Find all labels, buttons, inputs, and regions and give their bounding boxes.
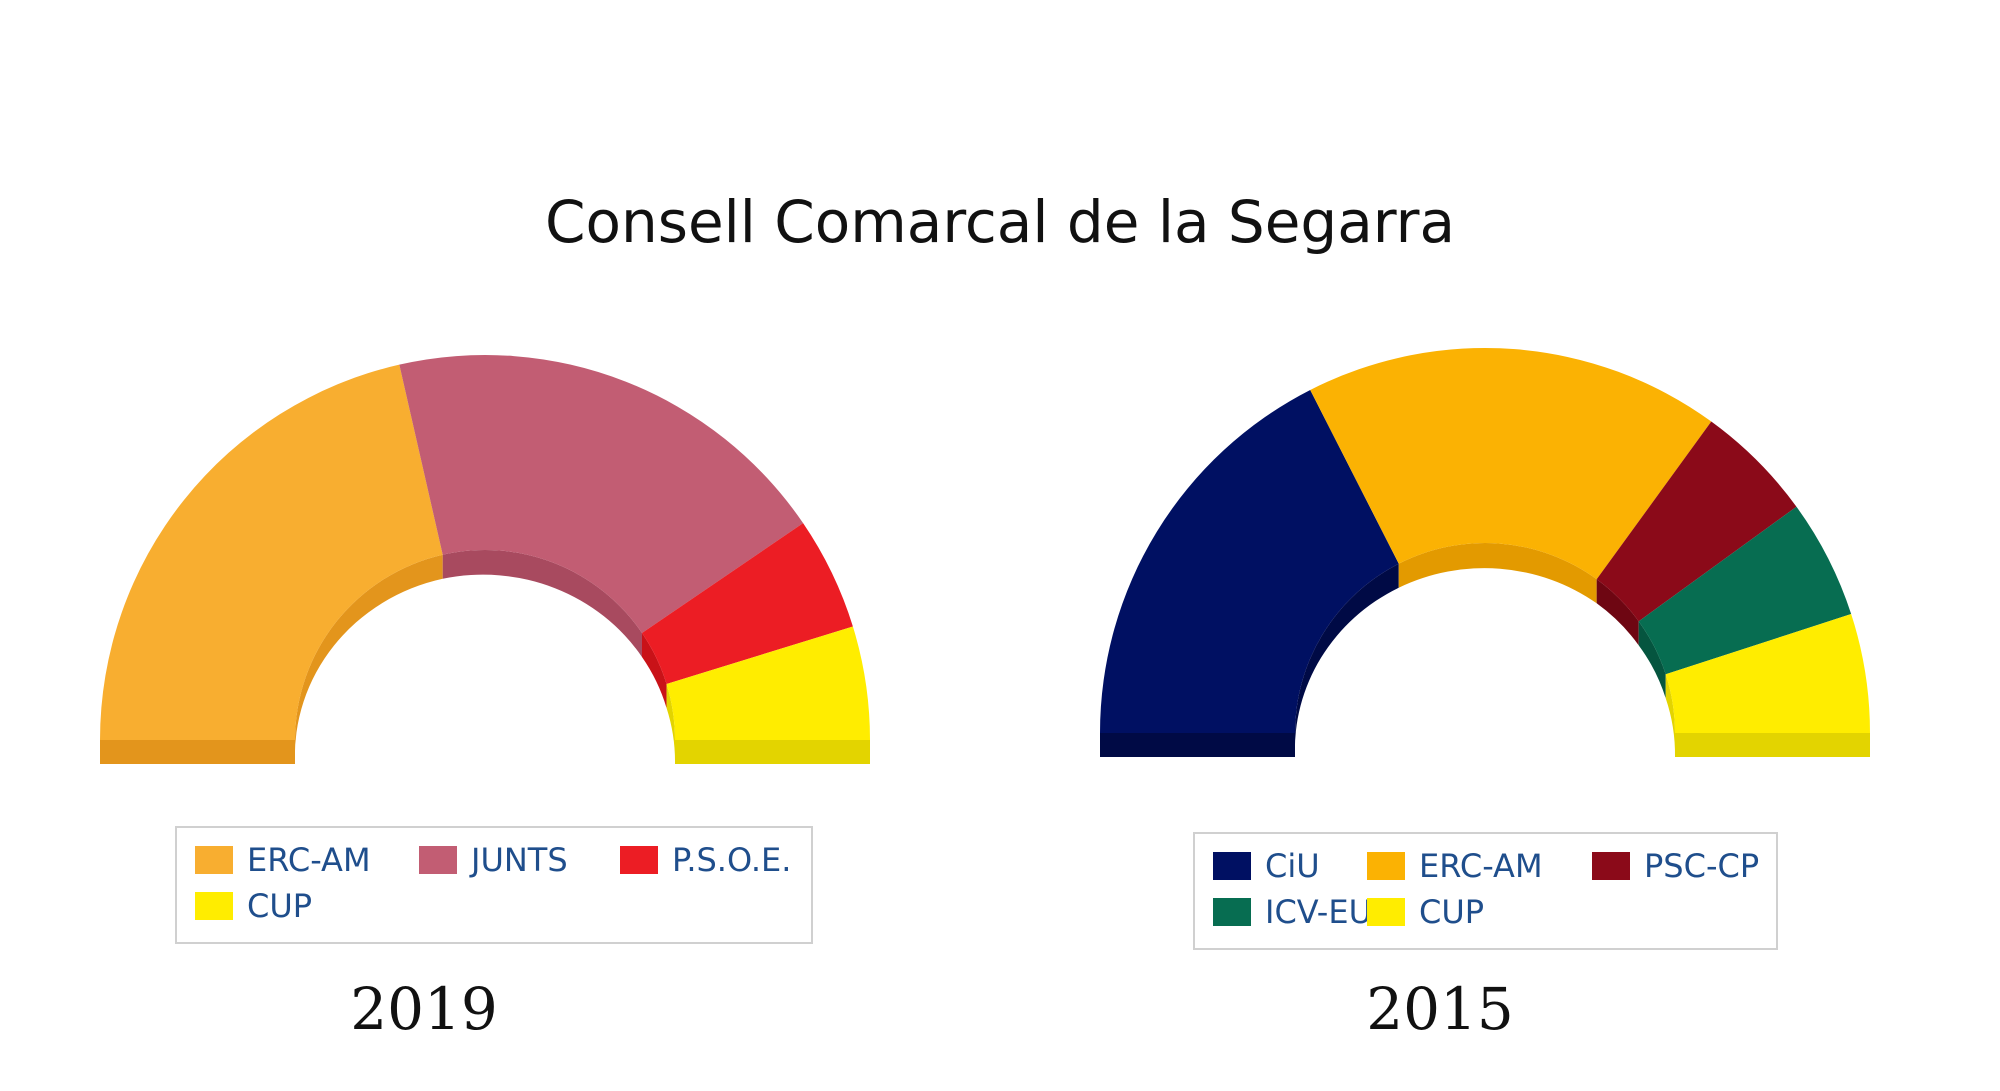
slice-icv-eu-e bbox=[1638, 506, 1852, 675]
legend-swatch bbox=[620, 846, 658, 874]
legend-item-psc-cp: PSC-CP bbox=[1592, 846, 1759, 886]
slice-erc-am bbox=[1310, 348, 1712, 580]
hemicycle-2015 bbox=[1100, 348, 1870, 757]
slice-junts bbox=[399, 355, 804, 633]
slice-ciu bbox=[1100, 389, 1399, 733]
slice-rim-junts bbox=[442, 550, 642, 657]
legend-label: P.S.O.E. bbox=[672, 841, 792, 879]
legend-item-ciu: CiU bbox=[1213, 846, 1320, 886]
slice-p-s-o-e bbox=[641, 523, 853, 684]
chart-2019: ERC-AM JUNTS P.S.O.E. CUP 2019 bbox=[100, 355, 870, 1043]
year-label-2015: 2015 bbox=[1366, 975, 1514, 1043]
slice-base-cup bbox=[1675, 733, 1870, 757]
legend-item-junts: JUNTS bbox=[419, 840, 568, 880]
legend-swatch bbox=[1367, 898, 1405, 926]
slice-rim-cup bbox=[666, 683, 676, 764]
legend-item-cup: CUP bbox=[195, 886, 312, 926]
legend-swatch bbox=[195, 846, 233, 874]
slice-rim-p-s-o-e bbox=[641, 632, 667, 708]
slice-cup bbox=[666, 626, 870, 740]
slice-base-erc-am bbox=[100, 740, 295, 764]
legend-swatch bbox=[195, 892, 233, 920]
slice-rim-icv-eu-e bbox=[1638, 621, 1666, 699]
legend-label: ERC-AM bbox=[247, 841, 371, 879]
legend-swatch bbox=[1367, 852, 1405, 880]
legend-item-erc-am: ERC-AM bbox=[1367, 846, 1543, 886]
slice-psc-cp bbox=[1596, 421, 1797, 622]
slice-rim-cup bbox=[1665, 674, 1676, 757]
legend-swatch bbox=[1213, 898, 1251, 926]
legend-item-cup: CUP bbox=[1367, 892, 1484, 932]
slice-rim-psc-cp bbox=[1596, 579, 1639, 646]
legend-label: PSC-CP bbox=[1644, 847, 1760, 885]
chart-title: Consell Comarcal de la Segarra bbox=[545, 188, 1455, 256]
slice-base-ciu bbox=[1100, 733, 1295, 757]
slice-cup bbox=[1665, 614, 1870, 733]
legend-label: ERC-AM bbox=[1419, 847, 1543, 885]
legend-label: CUP bbox=[1419, 893, 1485, 931]
legend-swatch bbox=[1592, 852, 1630, 880]
chart-2015: CiU ERC-AM PSC-CP ICV-EU-E CUP 2015 bbox=[1000, 0, 2000, 1091]
legend-label: CUP bbox=[247, 887, 313, 925]
slice-erc-am bbox=[100, 364, 443, 740]
legend-swatch bbox=[419, 846, 457, 874]
legend-swatch bbox=[1213, 852, 1251, 880]
slice-rim-erc-am bbox=[294, 554, 443, 764]
slice-rim-ciu bbox=[1294, 563, 1399, 757]
year-label-2019: 2019 bbox=[350, 975, 498, 1043]
legend-label: JUNTS bbox=[471, 841, 568, 879]
hemicycle-2019 bbox=[100, 355, 870, 764]
legend-item-erc-am: ERC-AM bbox=[195, 840, 371, 880]
legend-2015: CiU ERC-AM PSC-CP ICV-EU-E CUP bbox=[1193, 832, 1778, 950]
slice-base-cup bbox=[675, 740, 870, 764]
legend-item-p-s-o-e: P.S.O.E. bbox=[620, 840, 791, 880]
slice-rim-erc-am bbox=[1398, 542, 1597, 604]
legend-label: CiU bbox=[1265, 847, 1320, 885]
legend-2019: ERC-AM JUNTS P.S.O.E. CUP bbox=[175, 826, 813, 944]
